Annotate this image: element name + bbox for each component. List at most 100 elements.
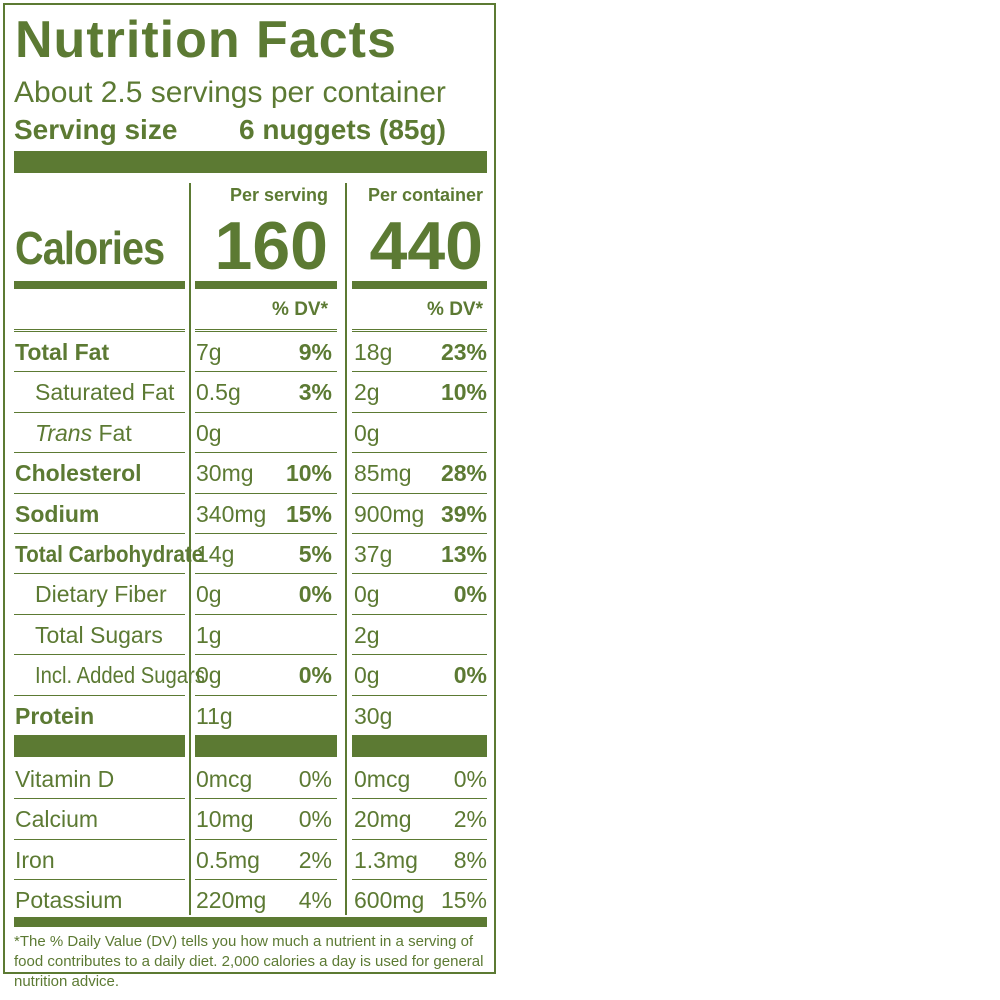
row-divider [352,573,487,575]
dv-serving: 0% [298,581,332,608]
nutrient-row: Total Sugars 1g 2g [5,615,498,655]
per-container-header: Per container [367,185,483,205]
row-divider [14,452,185,454]
label-title: Nutrition Facts [15,11,397,69]
nutrient-row: Total Carbohydrate 14g 5% 37g 13% [5,534,498,574]
amount-container: 2g [354,621,380,648]
row-divider [14,798,185,800]
per-serving-header: Per serving [229,185,328,205]
calories-divider-2 [195,281,337,289]
row-divider [352,613,487,615]
calories-divider-3 [352,281,487,289]
amount-container: 37g [354,541,393,567]
amount-serving: 0.5g [196,379,241,406]
nutrient-row: Incl. Added Sugars 0g 0% 0g 0% [5,655,498,695]
vitamin-row: Iron 0.5mg 2% 1.3mg 8% [5,840,498,880]
dv-serving: 0% [298,806,332,833]
row-divider [14,492,185,494]
nutrition-facts-label: Nutrition Facts About 2.5 servings per c… [3,3,498,990]
dv-serving: 4% [298,887,332,914]
amount-serving: 7g [196,339,222,365]
dv-serving: 0% [298,662,332,689]
row-divider [195,573,337,575]
row-divider [14,411,185,413]
row-divider [195,329,337,330]
nutrient-row: Dietary Fiber 0g 0% 0g 0% [5,574,498,614]
dv-container: 0% [453,766,487,792]
row-divider [14,329,185,330]
row-divider [195,331,337,332]
row-divider [352,838,487,840]
row-divider [14,533,185,534]
amount-container: 2g [354,379,380,406]
row-divider [195,879,337,881]
dv-serving: 5% [298,541,332,567]
row-divider [195,694,337,696]
amount-container: 0g [354,419,380,446]
thick-divider-top [14,151,487,173]
amount-serving: 30mg [196,460,254,487]
dv-container: 0% [453,581,487,608]
column-divider-right [345,183,347,915]
dv-container: 8% [453,846,487,873]
amount-serving: 0g [196,662,222,689]
calories-label: Calories [15,222,165,274]
nutrient-row: Trans Fat 0g 0g [5,413,498,453]
dv-container: 2% [453,806,487,833]
dv-container: 0% [453,662,487,689]
row-divider [14,573,185,575]
row-divider [195,492,337,494]
nutrient-name-rest: Fat [92,419,132,446]
calories-divider-1 [14,281,185,289]
amount-serving: 14g [196,541,235,567]
amount-container: 900mg [354,500,425,527]
amount-container: 0g [354,581,380,608]
nutrient-name: Trans Fat [35,413,132,453]
row-divider [195,798,337,800]
nutrient-name: Saturated Fat [35,379,175,406]
row-divider [14,613,185,615]
vitamin-divider-3 [352,735,487,757]
column-divider-left [189,183,191,915]
amount-serving: 0mcg [196,766,253,792]
calories-per-serving: 160 [214,208,328,284]
vitamin-row: Calcium 10mg 0% 20mg 2% [5,799,498,839]
row-divider [352,654,487,656]
row-divider [352,533,487,534]
dv-container: 13% [440,541,487,567]
nutrient-name: Dietary Fiber [35,581,167,608]
row-divider [352,879,487,881]
row-divider [14,838,185,840]
dv-serving: 15% [285,500,332,527]
amount-serving: 1g [196,621,222,648]
amount-container: 1.3mg [354,846,418,873]
row-divider [14,371,185,373]
calories-per-container: 440 [369,208,483,284]
vitamin-row: Vitamin D 0mcg 0% 0mcg 0% [5,759,498,799]
row-divider [195,371,337,373]
row-divider [352,452,487,454]
row-divider [195,452,337,454]
row-divider [352,798,487,800]
dv-container: 10% [440,379,487,406]
thick-divider-bottom [14,917,487,927]
dv-serving: 10% [285,460,332,487]
row-divider [14,879,185,881]
nutrient-name: Total Sugars [35,621,163,648]
amount-container: 600mg [354,887,425,914]
row-divider [195,654,337,656]
nutrient-name: Cholesterol [15,460,142,487]
row-divider [195,613,337,615]
dv-serving: 3% [298,379,332,406]
nutrient-name: Potassium [15,887,123,914]
nutrient-name: Calcium [15,806,99,833]
row-divider [352,694,487,696]
amount-serving: 0g [196,581,222,608]
row-divider [352,329,487,330]
servings-per-container: About 2.5 servings per container [14,76,446,109]
amount-serving: 10mg [196,806,254,833]
amount-container: 20mg [354,806,412,833]
row-divider [14,694,185,696]
nutrient-row: Cholesterol 30mg 10% 85mg 28% [5,453,498,493]
amount-serving: 0.5mg [196,846,260,873]
